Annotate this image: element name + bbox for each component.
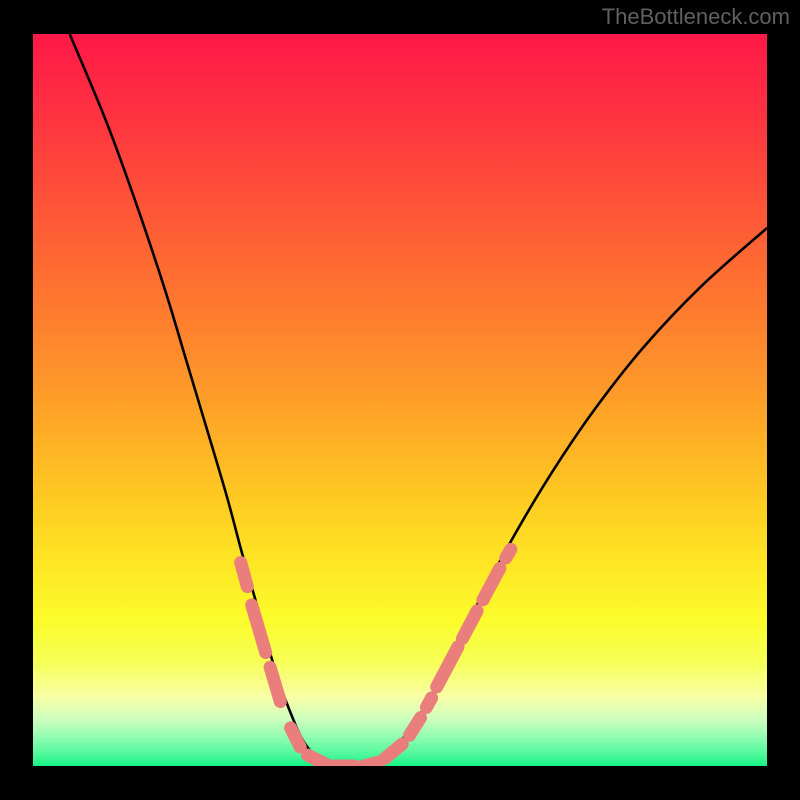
gradient-background <box>33 34 767 766</box>
marker-segment <box>241 563 248 587</box>
marker-segment <box>426 698 431 708</box>
outer-frame: TheBottleneck.com <box>0 0 800 800</box>
marker-segment <box>308 755 327 765</box>
marker-segment <box>363 762 378 766</box>
marker-segment <box>291 728 301 747</box>
marker-segment <box>506 549 511 558</box>
watermark-text: TheBottleneck.com <box>602 4 790 30</box>
plot-svg <box>33 34 767 766</box>
plot-area <box>33 34 767 766</box>
